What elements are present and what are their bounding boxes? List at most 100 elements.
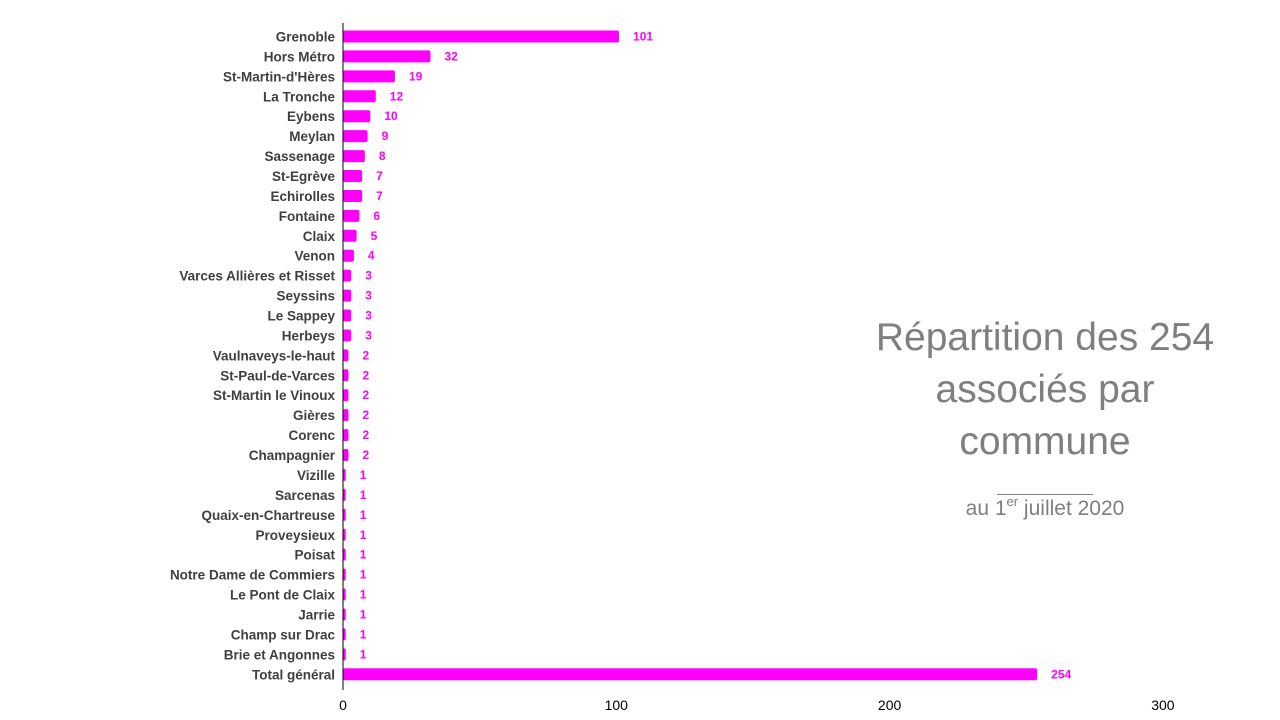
value-label-meylan: 9 (382, 129, 389, 143)
category-label-proveysieux: Proveysieux (255, 528, 335, 543)
title-underline (997, 494, 1093, 495)
category-label-le-sappey: Le Sappey (267, 309, 335, 324)
category-label-grenoble: Grenoble (276, 30, 336, 45)
category-label-corenc: Corenc (288, 428, 335, 443)
value-label-le-pont-de-claix: 1 (360, 588, 367, 602)
value-label-fontaine: 6 (373, 209, 380, 223)
category-labels: Grenoble Hors Métro St-Martin-d'Hères La Tr… (170, 30, 336, 683)
value-label-le-sappey: 3 (365, 309, 372, 323)
subtitle-superscript: er (1006, 494, 1019, 509)
bar-herbeys (343, 329, 352, 342)
bar-vizille (343, 468, 346, 481)
bar-corenc (343, 429, 349, 442)
subtitle-suffix: juillet 2020 (1018, 497, 1125, 520)
value-label-vaulnaveys-le-haut: 2 (362, 348, 369, 362)
bar-champagnier (343, 449, 349, 462)
chart-title-block: Répartition des 254 associés par commune (860, 312, 1230, 468)
value-label-herbeys: 3 (365, 328, 372, 342)
bar-claix (343, 229, 357, 242)
value-label-venon: 4 (368, 249, 375, 263)
bar-la-tronche (343, 90, 376, 103)
category-label-eybens: Eybens (287, 109, 335, 124)
subtitle-prefix: au 1 (965, 497, 1007, 520)
category-label-claix: Claix (303, 229, 336, 244)
category-label-champ-sur-drac: Champ sur Drac (231, 627, 336, 642)
value-label-hors-metro: 32 (444, 49, 458, 63)
value-label-brie-et-angonnes: 1 (360, 647, 367, 661)
value-label-eybens: 10 (384, 109, 398, 123)
category-label-notre-dame-de-commiers: Notre Dame de Commiers (170, 568, 335, 583)
value-label-sarcenas: 1 (360, 488, 367, 502)
category-label-echirolles: Echirolles (270, 189, 335, 204)
value-label-varces-allieres-et-risset: 3 (365, 269, 372, 283)
bar-le-sappey (343, 309, 352, 322)
value-label-st-martin-d-heres: 19 (409, 69, 423, 83)
bar-st-egreve (343, 170, 363, 183)
bar-fontaine (343, 209, 360, 222)
bar-hors-metro (343, 50, 431, 63)
value-label-champagnier: 2 (362, 448, 369, 462)
value-labels: 1013219121098776543333222222111111111125… (360, 30, 1072, 682)
category-label-fontaine: Fontaine (279, 209, 336, 224)
value-label-la-tronche: 12 (390, 89, 404, 103)
bar-poisat (343, 548, 346, 561)
value-label-st-egreve: 7 (376, 169, 383, 183)
value-label-vizille: 1 (360, 468, 367, 482)
category-label-jarrie: Jarrie (298, 607, 335, 622)
bar-champ-sur-drac (343, 628, 346, 641)
category-label-venon: Venon (294, 249, 335, 264)
value-label-champ-sur-drac: 1 (360, 627, 367, 641)
category-label-vaulnaveys-le-haut: Vaulnaveys-le-haut (213, 348, 336, 363)
category-label-poisat: Poisat (294, 548, 335, 563)
category-label-le-pont-de-claix: Le Pont de Claix (230, 588, 336, 603)
chart-title: Répartition des 254 associés par commune (875, 316, 1215, 463)
value-label-grenoble: 101 (633, 30, 653, 44)
category-label-varces-allieres-et-risset: Varces Allières et Risset (179, 269, 335, 284)
bar-notre-dame-de-commiers (343, 568, 346, 581)
category-label-quaix-en-chartreuse: Quaix-en-Chartreuse (201, 508, 335, 523)
bar-venon (343, 249, 354, 262)
value-label-corenc: 2 (362, 428, 369, 442)
x-tick-label-200: 200 (878, 697, 902, 713)
value-label-notre-dame-de-commiers: 1 (360, 568, 367, 582)
value-label-gieres: 2 (362, 408, 369, 422)
bar-grenoble (343, 30, 620, 43)
category-label-hors-metro: Hors Métro (264, 49, 335, 64)
value-label-echirolles: 7 (376, 189, 383, 203)
value-label-sassenage: 8 (379, 149, 386, 163)
value-label-quaix-en-chartreuse: 1 (360, 508, 367, 522)
category-label-gieres: Gières (293, 408, 335, 423)
category-label-brie-et-angonnes: Brie et Angonnes (224, 647, 335, 662)
x-tick-label-100: 100 (605, 697, 629, 713)
category-label-total-general: Total général (252, 667, 335, 682)
bar-gieres (343, 409, 349, 422)
bar-vaulnaveys-le-haut (343, 349, 349, 362)
chart-subtitle: au 1er juillet 2020 (900, 494, 1190, 521)
bar-le-pont-de-claix (343, 588, 346, 601)
bar-eybens (343, 110, 371, 123)
bar-st-martin-le-vinoux (343, 389, 349, 402)
category-label-vizille: Vizille (297, 468, 336, 483)
bar-sarcenas (343, 488, 346, 501)
bar-varces-allieres-et-risset (343, 269, 352, 282)
bar-sassenage (343, 150, 365, 163)
bar-st-martin-d-heres (343, 70, 395, 83)
bars-layer (343, 30, 1038, 681)
x-axis-ticks: 0 100 200 300 (339, 697, 1175, 713)
bar-seyssins (343, 289, 352, 302)
value-label-proveysieux: 1 (360, 528, 367, 542)
bar-total-general (343, 668, 1038, 681)
bar-meylan (343, 130, 368, 143)
bar-quaix-en-chartreuse (343, 508, 346, 521)
x-tick-label-0: 0 (339, 697, 347, 713)
value-label-seyssins: 3 (365, 289, 372, 303)
bar-echirolles (343, 189, 363, 202)
value-label-jarrie: 1 (360, 607, 367, 621)
x-tick-label-300: 300 (1151, 697, 1175, 713)
category-label-la-tronche: La Tronche (263, 89, 336, 104)
value-label-poisat: 1 (360, 548, 367, 562)
value-label-claix: 5 (371, 229, 378, 243)
category-label-seyssins: Seyssins (276, 289, 335, 304)
value-label-st-paul-de-varces: 2 (362, 368, 369, 382)
